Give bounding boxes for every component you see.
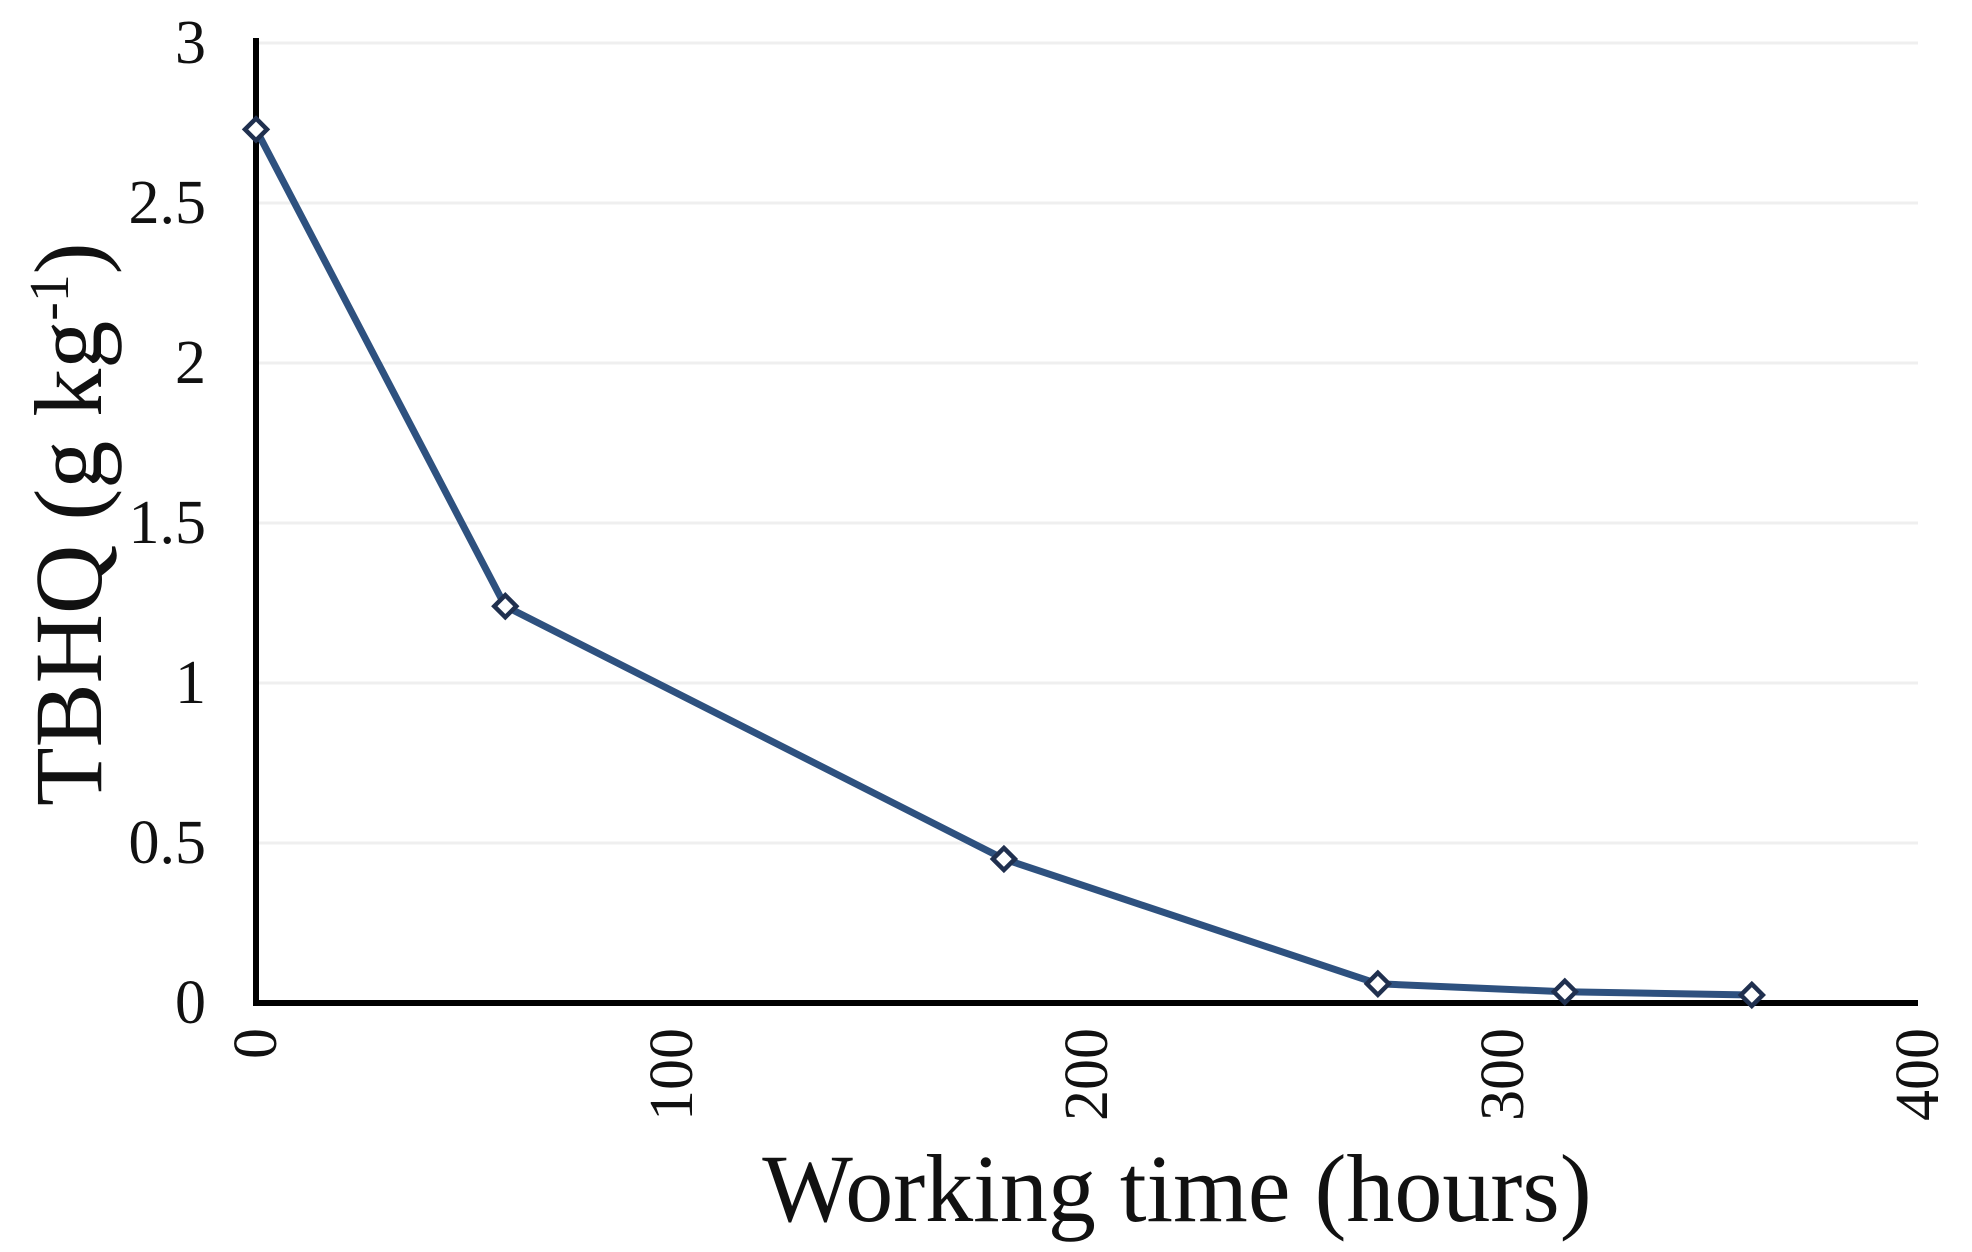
y-tick-label: 2 [175,329,206,397]
data-point-marker [1737,980,1766,1010]
y-axis-title-text: TBHQ (g kg [15,320,122,806]
x-tick-label: 0 [222,1028,290,1059]
y-tick-label: 3 [175,9,206,77]
series-line [252,127,1752,999]
y-tick-label: 0.5 [128,809,207,877]
x-tick-label: 400 [1884,1028,1952,1121]
data-point-marker [491,592,520,621]
data-point-marker [989,844,1019,874]
y-tick-label: 1 [175,649,206,717]
y-tick-label: 1.5 [128,489,207,557]
y-axis-title: TBHQ (g kg-1) [14,242,124,806]
x-axis-title: Working time (hours) [762,1135,1592,1242]
data-point-marker [1550,977,1580,1006]
y-tick-label: 0 [175,969,206,1037]
x-tick-label: 200 [1053,1028,1121,1121]
y-axis-title-close: ) [15,242,122,275]
x-tick-label: 300 [1468,1028,1537,1121]
data-point-marker [1363,969,1393,998]
y-tick-label: 2.5 [128,169,207,237]
data-point-marker [241,115,271,144]
x-tick-label: 100 [637,1028,706,1121]
y-axis-title-superscript: -1 [19,274,81,321]
